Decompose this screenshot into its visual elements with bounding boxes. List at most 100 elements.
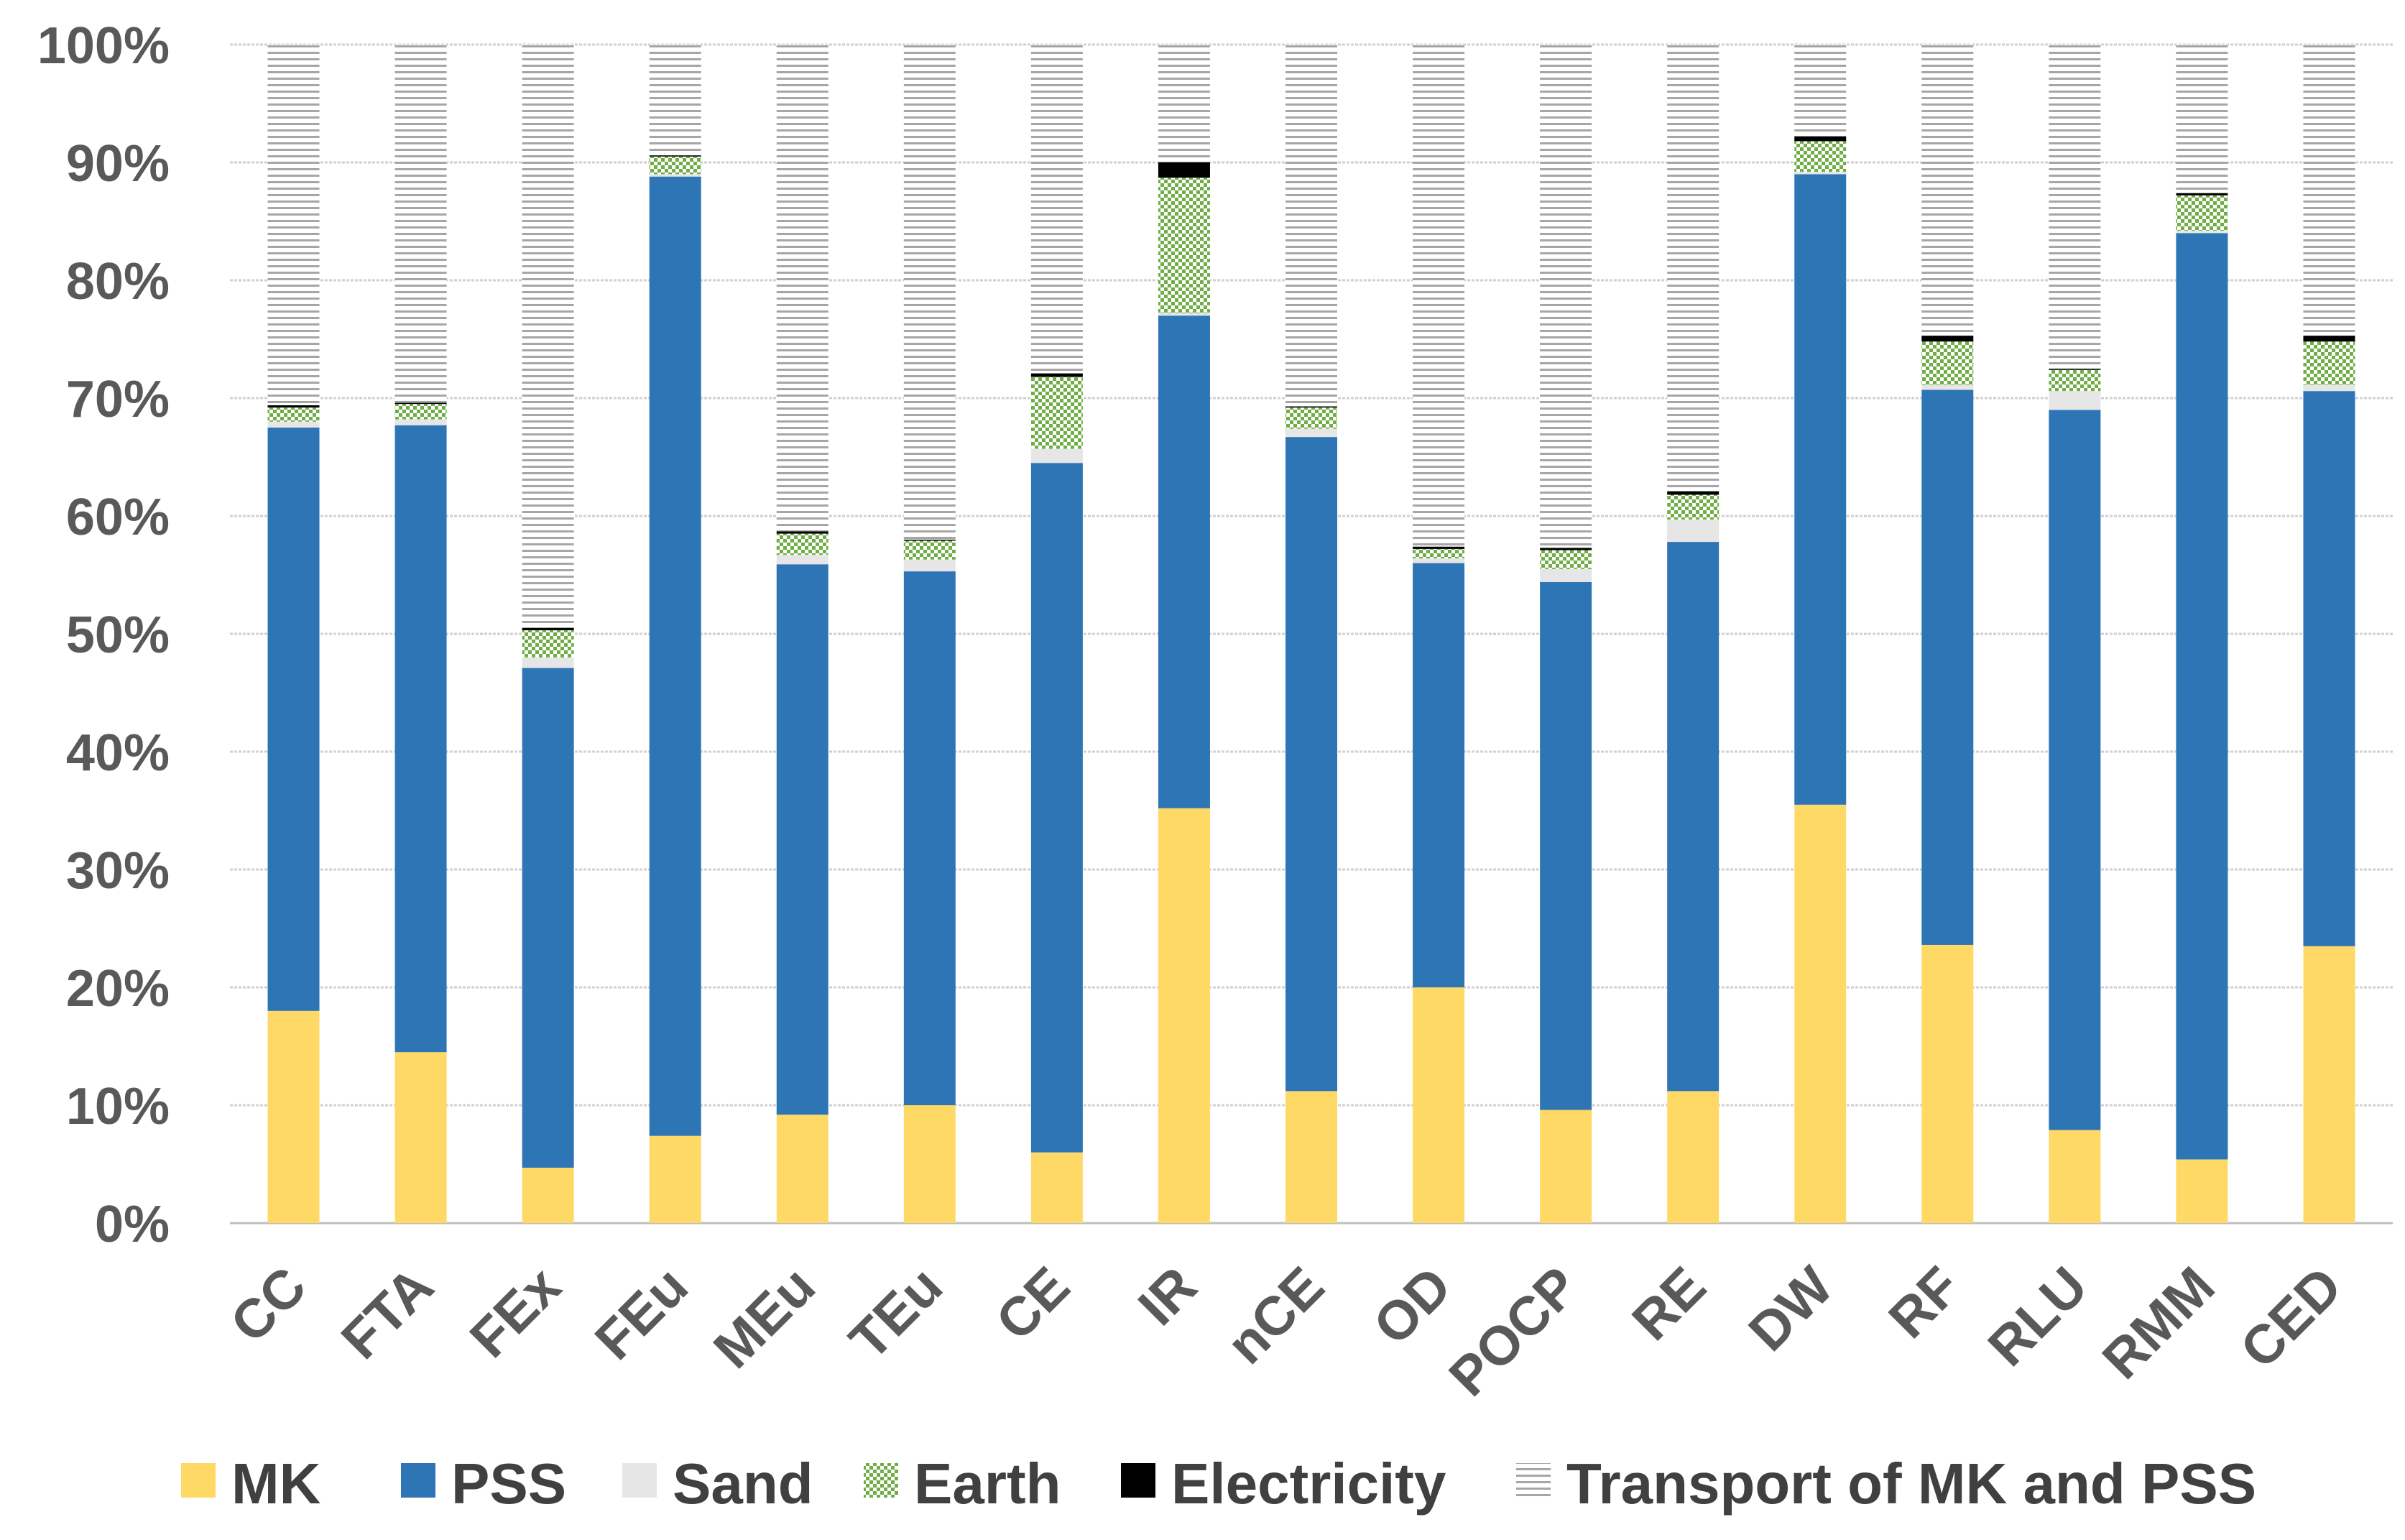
bar-segment-transport-of-mk-and-pss bbox=[267, 45, 320, 405]
bar-segment-transport-of-mk-and-pss bbox=[1285, 45, 1337, 407]
bar-segment-transport-of-mk-and-pss bbox=[522, 45, 574, 628]
legend-swatch bbox=[401, 1463, 435, 1498]
bar-segment-mk bbox=[1540, 1110, 1592, 1223]
bar-segment-sand bbox=[394, 419, 447, 425]
bar-segment-earth bbox=[1921, 341, 1974, 385]
bar-segment-pss bbox=[2049, 410, 2101, 1130]
x-tick-label: CE bbox=[984, 1255, 1081, 1352]
bar-segment-mk bbox=[1285, 1091, 1337, 1223]
x-tick-label: CC bbox=[219, 1255, 318, 1355]
bar-segment-mk bbox=[1413, 987, 1465, 1223]
bar-segment-transport-of-mk-and-pss bbox=[1794, 45, 1847, 137]
bar-segment-earth bbox=[394, 404, 447, 420]
bar-segment-sand bbox=[1794, 172, 1847, 175]
bar-segment-mk bbox=[1921, 944, 1974, 1223]
x-tick-label: RF bbox=[1878, 1255, 1972, 1350]
bar-segment-mk bbox=[649, 1135, 701, 1223]
legend-label: Transport of MK and PSS bbox=[1566, 1452, 2256, 1516]
bar-segment-pss bbox=[2303, 391, 2355, 946]
x-tick-label: DW bbox=[1737, 1255, 1845, 1363]
bar-segment-electricity bbox=[2303, 336, 2355, 342]
bar-segment-electricity bbox=[394, 402, 447, 405]
bar-segment-sand bbox=[1667, 519, 1719, 543]
bar-segment-sand bbox=[1540, 568, 1592, 582]
bar-segment-mk bbox=[1030, 1152, 1083, 1223]
bar-segment-earth bbox=[1285, 407, 1337, 429]
bar-segment-electricity bbox=[776, 531, 828, 534]
bar-segment-earth bbox=[1794, 141, 1847, 172]
bar-segment-mk bbox=[903, 1105, 956, 1223]
y-axis: 0% 10% 20% 30% 40% 50% 60% 70% 80% 90% 100% bbox=[37, 17, 170, 1253]
bar-segment-earth bbox=[903, 540, 956, 560]
legend-swatch bbox=[864, 1463, 898, 1498]
bar-segment-pss bbox=[1030, 463, 1083, 1153]
bar-segment-pss bbox=[903, 571, 956, 1105]
bar-segment-pss bbox=[649, 176, 701, 1136]
bar-segment-sand bbox=[1413, 558, 1465, 563]
bar-segment-electricity bbox=[2176, 193, 2228, 195]
bar-segment-transport-of-mk-and-pss bbox=[649, 45, 701, 156]
y-tick-label: 30% bbox=[66, 842, 170, 900]
bar-segment-transport-of-mk-and-pss bbox=[776, 45, 828, 532]
bar-segment-mk bbox=[2303, 946, 2355, 1223]
bars bbox=[267, 45, 2355, 1223]
bar-segment-sand bbox=[2303, 384, 2355, 392]
bar-segment-mk bbox=[267, 1010, 320, 1223]
legend-swatch bbox=[1516, 1463, 1551, 1498]
y-tick-label: 40% bbox=[66, 724, 170, 782]
bar-segment-sand bbox=[267, 421, 320, 428]
bar-segment-transport-of-mk-and-pss bbox=[1030, 45, 1083, 374]
bar-segment-earth bbox=[2303, 341, 2355, 385]
bar-segment-sand bbox=[776, 555, 828, 565]
bar-segment-electricity bbox=[1667, 491, 1719, 495]
x-tick-label: POCP bbox=[1438, 1255, 1590, 1408]
bar-segment-pss bbox=[267, 428, 320, 1011]
bar-segment-sand bbox=[2049, 391, 2101, 410]
bar-segment-pss bbox=[1794, 174, 1847, 805]
bar-segment-pss bbox=[394, 425, 447, 1053]
bar-segment-pss bbox=[2176, 233, 2228, 1160]
bar-segment-sand bbox=[903, 559, 956, 572]
legend-label: Electricity bbox=[1171, 1452, 1446, 1516]
legend-swatch bbox=[181, 1463, 216, 1498]
bar-segment-transport-of-mk-and-pss bbox=[1158, 45, 1210, 162]
legend-swatch bbox=[1121, 1463, 1155, 1498]
bar-segment-sand bbox=[1158, 313, 1210, 316]
y-tick-label: 10% bbox=[66, 1078, 170, 1135]
bar-segment-earth bbox=[1158, 177, 1210, 313]
bar-segment-electricity bbox=[1158, 162, 1210, 178]
x-tick-label: OD bbox=[1362, 1255, 1463, 1357]
legend: MK PSS Sand Earth Electricity Transport of MK… bbox=[181, 1452, 2256, 1516]
bar-segment-earth bbox=[1030, 377, 1083, 449]
bar-segment-pss bbox=[1413, 563, 1465, 987]
x-tick-label: FEx bbox=[458, 1255, 573, 1370]
y-tick-label: 50% bbox=[66, 607, 170, 664]
y-tick-label: 70% bbox=[66, 371, 170, 428]
x-tick-label: RLU bbox=[1977, 1255, 2100, 1378]
bar-segment-transport-of-mk-and-pss bbox=[1667, 45, 1719, 492]
x-tick-label: RMM bbox=[2091, 1255, 2226, 1391]
bar-segment-transport-of-mk-and-pss bbox=[1413, 45, 1465, 547]
bar-segment-electricity bbox=[903, 539, 956, 541]
bar-segment-transport-of-mk-and-pss bbox=[2303, 45, 2355, 336]
legend-swatch bbox=[622, 1463, 657, 1498]
legend-label: PSS bbox=[451, 1452, 566, 1516]
bar-segment-earth bbox=[2049, 369, 2101, 392]
bar-segment-mk bbox=[2176, 1159, 2228, 1223]
bar-segment-pss bbox=[1667, 542, 1719, 1092]
bar-segment-pss bbox=[522, 668, 574, 1168]
y-tick-label: 100% bbox=[37, 17, 170, 75]
bar-segment-pss bbox=[1158, 315, 1210, 808]
gridlines bbox=[230, 43, 2393, 1225]
bar-segment-earth bbox=[2176, 195, 2228, 231]
bar-segment-sand bbox=[1921, 384, 1974, 390]
bar-segment-electricity bbox=[267, 405, 320, 408]
bar-segment-mk bbox=[2049, 1130, 2101, 1223]
x-tick-label: MEu bbox=[702, 1255, 827, 1380]
y-tick-label: 60% bbox=[66, 489, 170, 546]
x-tick-label: RE bbox=[1620, 1255, 1717, 1352]
x-tick-label: TEu bbox=[838, 1255, 954, 1372]
bar-segment-electricity bbox=[1285, 406, 1337, 408]
bar-segment-transport-of-mk-and-pss bbox=[1921, 45, 1974, 336]
